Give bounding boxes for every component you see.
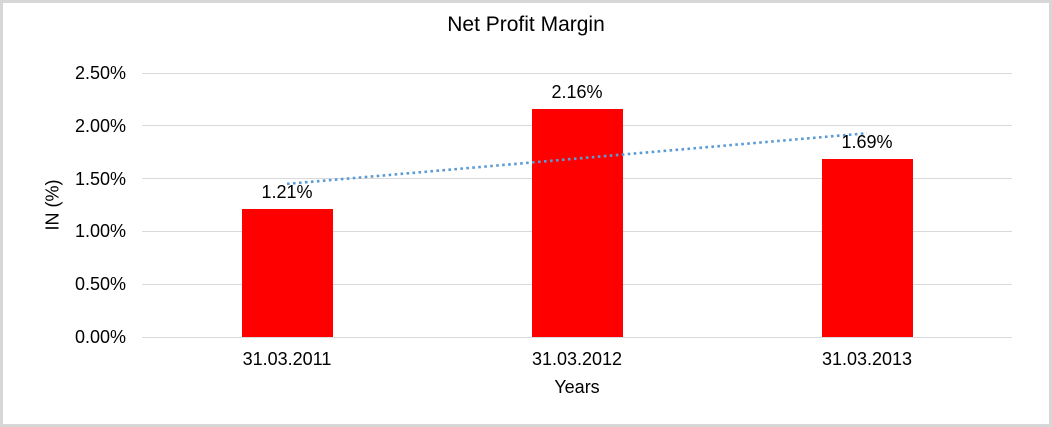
- x-tick-label: 31.03.2011: [242, 349, 332, 369]
- y-tick-label: 0.00%: [74, 327, 126, 347]
- bar: [531, 108, 623, 337]
- x-axis-title: Years: [554, 377, 600, 397]
- y-tick-label: 1.50%: [74, 168, 126, 189]
- y-tick-label: 0.50%: [74, 274, 126, 295]
- gridline: [142, 72, 1012, 74]
- x-tick-label: 31.03.2013: [821, 349, 913, 369]
- y-tick-label: 2.50%: [74, 63, 126, 83]
- bar-value-label: 1.21%: [261, 182, 313, 203]
- bar: [821, 158, 913, 337]
- x-tick-label: 31.03.2012: [531, 349, 623, 369]
- y-tick-label: 2.00%: [74, 115, 126, 136]
- bar: [241, 209, 333, 337]
- chart-title: Net Profit Margin: [447, 13, 605, 36]
- gridline: [142, 336, 1012, 338]
- y-tick-label: 1.00%: [74, 221, 126, 242]
- y-axis-title: IN (%): [42, 179, 63, 231]
- bar-value-label: 2.16%: [551, 81, 603, 102]
- bar-value-label: 1.69%: [841, 131, 893, 152]
